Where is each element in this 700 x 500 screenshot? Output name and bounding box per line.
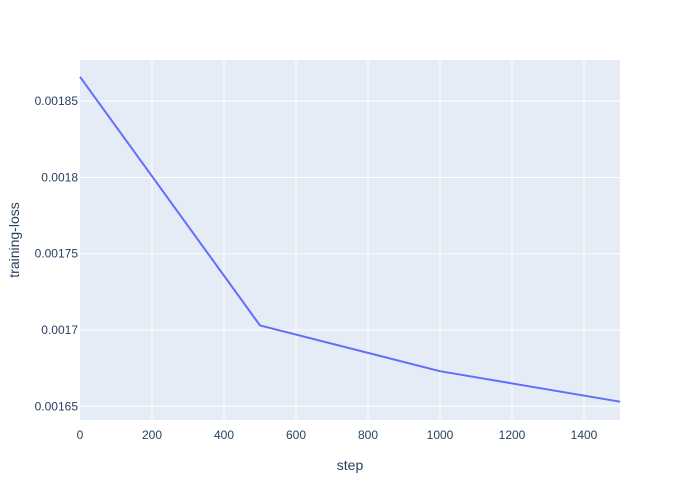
y-tick-label: 0.00165 xyxy=(35,399,79,413)
y-tick-label: 0.00175 xyxy=(35,247,79,261)
x-tick-label: 0 xyxy=(77,428,84,442)
x-tick-label: 1400 xyxy=(571,428,598,442)
x-tick-label: 400 xyxy=(214,428,234,442)
y-tick-labels: 0.00165 0.0017 0.00175 0.0018 0.00185 xyxy=(35,94,79,413)
x-tick-labels: 0 200 400 600 800 1000 1200 1400 xyxy=(77,428,598,442)
x-tick-label: 800 xyxy=(358,428,378,442)
series-group xyxy=(79,76,621,403)
x-tick-label: 1200 xyxy=(499,428,526,442)
x-axis-title: step xyxy=(337,457,364,473)
x-tick-label: 1000 xyxy=(427,428,454,442)
y-tick-label: 0.0017 xyxy=(41,323,78,337)
plot-area xyxy=(80,60,620,420)
x-tick-label: 600 xyxy=(286,428,306,442)
x-gridlines xyxy=(151,60,585,420)
y-tick-label: 0.00185 xyxy=(35,94,79,108)
series-line xyxy=(79,76,621,403)
x-tick-label: 200 xyxy=(142,428,162,442)
y-tick-label: 0.0018 xyxy=(41,170,78,184)
y-gridlines xyxy=(80,100,620,407)
y-axis-title: training-loss xyxy=(6,202,22,277)
